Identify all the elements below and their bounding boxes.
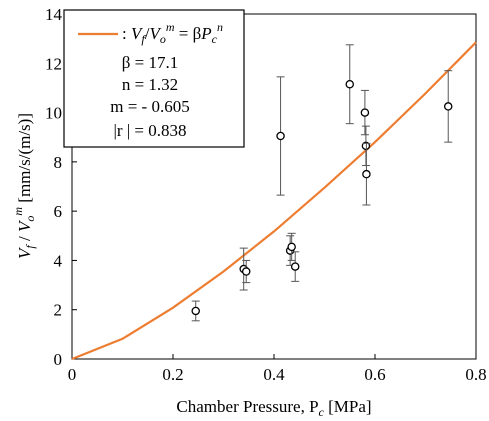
- point-marker: [443, 102, 453, 111]
- x-tick-label: 0.8: [465, 365, 486, 384]
- legend-beta: β = 17.1: [122, 53, 179, 72]
- y-tick-label: 4: [54, 251, 63, 270]
- y-tick-label: 6: [54, 202, 63, 221]
- legend-n: n = 1.32: [122, 75, 178, 94]
- point-marker: [191, 306, 200, 316]
- y-tick-label: 0: [54, 350, 63, 369]
- data-point: [345, 44, 354, 125]
- data-point: [361, 125, 371, 167]
- data-points: [191, 44, 453, 322]
- data-point: [290, 251, 300, 282]
- x-tick-labels: 0 0.2 0.4 0.6 0.8: [68, 365, 487, 384]
- data-point: [191, 300, 200, 322]
- legend-box: [63, 9, 245, 148]
- point-marker: [241, 267, 251, 276]
- x-tick-label: 0.4: [263, 365, 285, 384]
- y-tick-labels: 0 2 4 6 8 10 12 14: [45, 5, 63, 369]
- point-marker: [361, 141, 371, 151]
- legend: : Vf/Vom = βPcn β = 17.1 n = 1.32 m = - …: [63, 9, 245, 148]
- point-marker: [276, 131, 285, 141]
- x-tick-label: 0: [68, 365, 77, 384]
- x-tick-label: 0.6: [364, 365, 385, 384]
- data-point: [362, 142, 371, 206]
- x-axis-title: Chamber Pressure, Pc [MPa]: [176, 397, 371, 419]
- data-point: [287, 232, 296, 261]
- x-tick-label: 0.2: [162, 365, 183, 384]
- y-tick-label: 2: [54, 301, 63, 320]
- y-tick-label: 12: [45, 54, 62, 73]
- data-point: [360, 89, 370, 136]
- point-marker: [290, 262, 300, 271]
- fit-curve: [71, 41, 477, 361]
- legend-equation: : Vf/Vom = βPcn: [122, 20, 223, 46]
- point-marker: [287, 242, 296, 252]
- y-tick-label: 14: [45, 5, 63, 24]
- point-marker: [360, 108, 370, 117]
- point-marker: [345, 79, 354, 89]
- y-tick-label: 10: [45, 104, 62, 123]
- data-point: [241, 259, 251, 284]
- point-marker: [362, 169, 371, 179]
- data-point: [443, 70, 453, 143]
- legend-r: |r | = 0.838: [113, 121, 186, 140]
- legend-m: m = - 0.605: [110, 97, 189, 116]
- y-axis-title: Vf / Vom [mm/s/(m/s)]: [11, 113, 37, 259]
- data-point: [276, 76, 285, 196]
- y-tick-label: 8: [54, 153, 63, 172]
